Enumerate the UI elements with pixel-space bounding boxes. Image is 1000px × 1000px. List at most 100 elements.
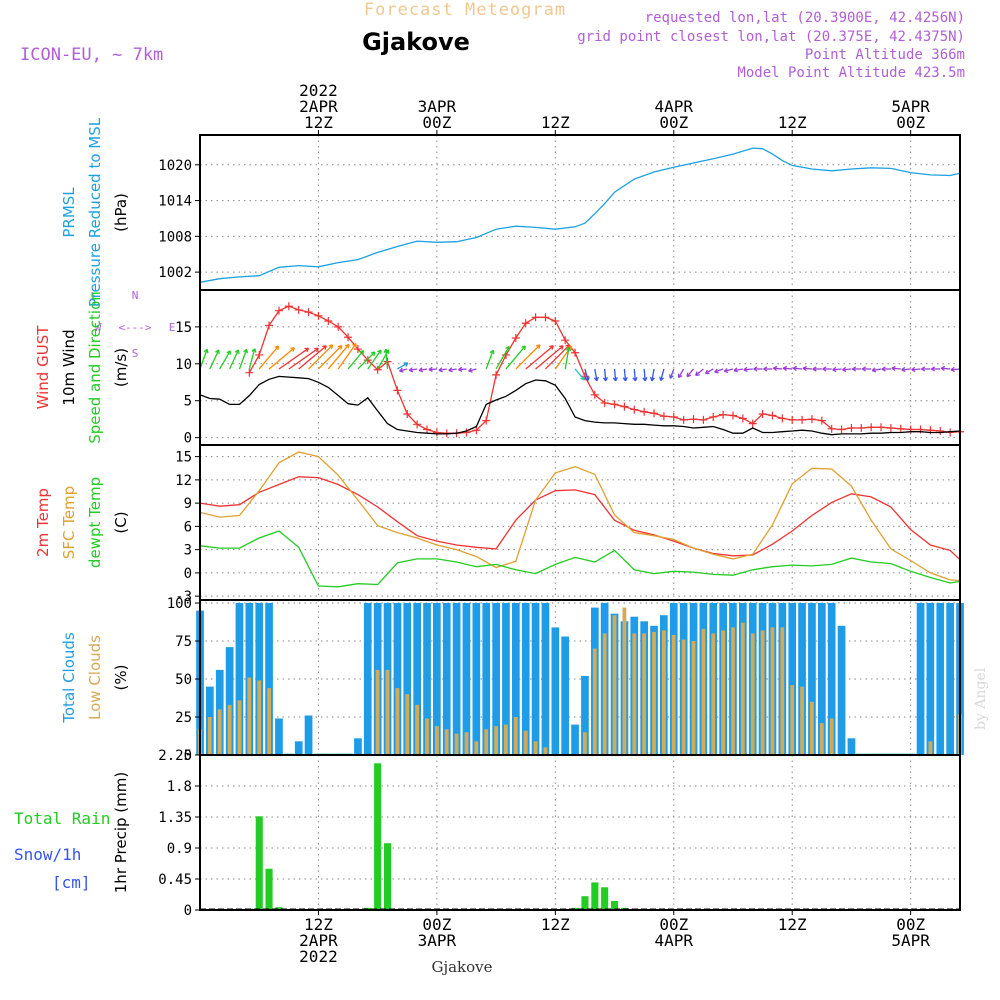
low-cloud-bar bbox=[671, 635, 676, 755]
wind-gust-marker bbox=[393, 386, 402, 395]
location-title: Gjakove bbox=[362, 28, 470, 56]
wind-barb bbox=[317, 345, 343, 370]
compass-w: W bbox=[95, 321, 102, 334]
low-cloud-bar bbox=[928, 741, 933, 755]
wind-barb-head bbox=[753, 366, 758, 372]
precip-panel-frame bbox=[199, 754, 961, 911]
wind-gust-marker bbox=[472, 426, 481, 435]
series-layer bbox=[196, 147, 964, 910]
point-altitude: Point Altitude 366m bbox=[805, 47, 965, 63]
total-cloud-bar bbox=[502, 603, 510, 755]
wind-barb bbox=[584, 368, 589, 381]
clouds-ytick-label: 50 bbox=[175, 672, 192, 688]
temperature-ytick-label: -3 bbox=[175, 589, 192, 605]
low-cloud-bar bbox=[721, 630, 725, 755]
temperature-ylabel: 2m Temp bbox=[34, 488, 52, 557]
low-cloud-bar bbox=[662, 630, 666, 755]
wind-barb bbox=[901, 368, 911, 371]
wind-barb-head bbox=[733, 367, 738, 373]
wind-barb bbox=[377, 349, 390, 370]
precip-bar bbox=[601, 887, 609, 910]
low-cloud-bar bbox=[385, 669, 390, 755]
wind-gust-marker bbox=[778, 414, 787, 423]
total-cloud-bar bbox=[946, 603, 954, 755]
total-cloud-bar bbox=[551, 627, 560, 755]
low-cloud-bar bbox=[217, 709, 222, 755]
low-cloud-bar bbox=[247, 677, 252, 755]
wind-barb bbox=[793, 367, 803, 370]
wind-gust-marker bbox=[314, 311, 323, 320]
clouds-ytick-label: 75 bbox=[175, 634, 192, 650]
wind-barb bbox=[419, 368, 428, 372]
wind-gust-marker bbox=[590, 390, 599, 399]
wind-gust-marker bbox=[571, 348, 580, 357]
wind-barb-head bbox=[642, 377, 648, 382]
low-cloud-bar bbox=[819, 723, 824, 755]
temperature-ytick-label: 6 bbox=[184, 519, 192, 535]
bottom-time-label: 2022 bbox=[299, 947, 338, 966]
wind-barb-head bbox=[468, 367, 473, 373]
wind-barb-head bbox=[359, 349, 365, 355]
precip-bar bbox=[265, 868, 273, 910]
wind-gust-marker bbox=[274, 306, 283, 315]
temperature-series-line bbox=[199, 476, 961, 561]
wind-barb-head bbox=[861, 366, 866, 372]
wind-barb-head bbox=[314, 347, 319, 353]
temperature-series-line bbox=[199, 451, 961, 582]
low-cloud-bar bbox=[207, 717, 212, 755]
precip-legend-item: Total Rain bbox=[14, 809, 110, 828]
wind-gust-marker bbox=[748, 419, 757, 428]
wind-barb bbox=[357, 351, 376, 370]
wind-gust-marker bbox=[531, 313, 540, 322]
wind-barb-head bbox=[403, 362, 409, 367]
wind-barb bbox=[633, 368, 636, 381]
wind-ytick-label: 0 bbox=[184, 431, 192, 447]
wind-gust-marker bbox=[403, 410, 412, 418]
wind-barb-head bbox=[686, 372, 692, 378]
total-cloud-bar bbox=[363, 603, 372, 755]
low-cloud-bar bbox=[642, 633, 646, 755]
wind-barb-head bbox=[668, 374, 674, 379]
pressure-ylabel: Pressure Reduced to MSL bbox=[86, 117, 104, 307]
compass-arrow: <---> bbox=[118, 321, 151, 334]
wind-gust-marker bbox=[255, 350, 264, 359]
top-time-label: 00Z bbox=[896, 113, 925, 132]
low-cloud-bar bbox=[750, 633, 755, 755]
total-cloud-bar bbox=[393, 603, 402, 755]
precip-ytick-label: 0.9 bbox=[167, 841, 192, 857]
bottom-time-label: 12Z bbox=[304, 915, 333, 934]
wind-barb bbox=[733, 368, 743, 372]
clouds-ytick-label: 25 bbox=[175, 710, 192, 726]
low-cloud-bar bbox=[543, 747, 548, 755]
wind-barb bbox=[686, 368, 695, 378]
compass-e: E bbox=[169, 321, 176, 334]
wind-gust-marker bbox=[679, 415, 688, 424]
low-cloud-bar bbox=[602, 633, 607, 755]
low-cloud-bar bbox=[622, 607, 627, 755]
wind-ylabel: Speed and Direction bbox=[86, 291, 104, 444]
wind-barb-head bbox=[792, 365, 797, 372]
low-cloud-bar bbox=[760, 630, 765, 755]
wind-barb-head bbox=[549, 345, 554, 350]
wind-barb-head bbox=[344, 343, 350, 349]
low-cloud-bar bbox=[780, 627, 785, 755]
low-cloud-bar bbox=[810, 701, 814, 755]
wind-barb-head bbox=[881, 366, 886, 372]
bottom-time-label: 5APR bbox=[891, 931, 930, 950]
wind-barb bbox=[783, 367, 793, 370]
wind-barb-head bbox=[659, 376, 665, 382]
wind-gust-marker bbox=[363, 356, 372, 365]
wind-gust-marker bbox=[936, 426, 945, 435]
footer-location: Gjakove bbox=[431, 958, 492, 976]
wind-gust-marker bbox=[561, 336, 570, 345]
wind-barb-head bbox=[714, 368, 719, 374]
total-cloud-bar bbox=[521, 603, 530, 755]
top-time-label: 3APR bbox=[418, 97, 457, 116]
low-cloud-bar bbox=[711, 633, 716, 755]
wind-barb-head bbox=[428, 366, 433, 372]
low-cloud-bar bbox=[504, 724, 508, 755]
total-cloud-bar bbox=[442, 603, 451, 755]
wind-gust-marker bbox=[521, 319, 530, 328]
wind-gust-marker bbox=[353, 345, 362, 354]
top-time-label: 00Z bbox=[659, 113, 688, 132]
